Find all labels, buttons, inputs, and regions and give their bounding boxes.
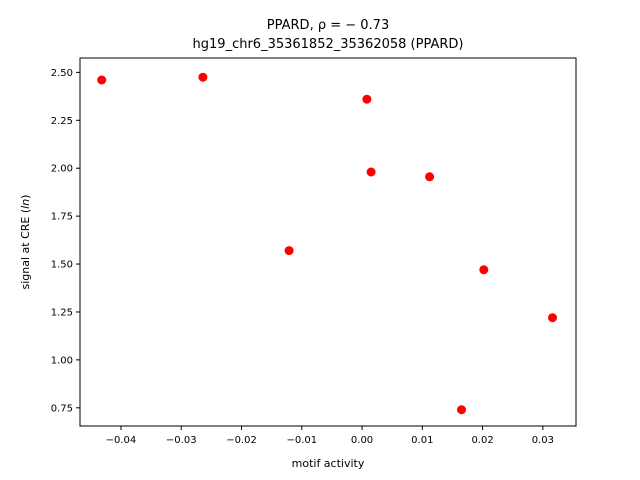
chart-title-line1: PPARD, ρ = − 0.73 xyxy=(267,18,389,33)
plot-frame xyxy=(79,57,577,427)
y-tick-label: 1.00 xyxy=(51,355,73,366)
x-ticks: −0.04 −0.03 −0.02 −0.01 0.00 0.01 0.02 0.03 xyxy=(106,426,554,446)
y-axis-label-pre: signal at CRE ( xyxy=(19,209,32,290)
x-tick-label: 0.03 xyxy=(532,435,554,446)
x-tick-label: 0.00 xyxy=(351,435,373,446)
y-tick-label: 2.50 xyxy=(51,68,73,79)
y-axis-label-post: ) xyxy=(19,195,32,199)
x-tick-label: 0.02 xyxy=(471,435,493,446)
x-axis-label: motif activity xyxy=(292,457,365,470)
data-point xyxy=(198,72,208,82)
x-tick-label: −0.03 xyxy=(166,435,197,446)
data-point xyxy=(284,246,294,256)
y-tick-label: 1.25 xyxy=(51,307,73,318)
data-point xyxy=(479,265,489,275)
data-point xyxy=(97,75,107,85)
data-point xyxy=(548,313,557,323)
data-point xyxy=(457,405,466,415)
y-ticks: 0.75 1.00 1.25 1.50 1.75 2.00 2.25 2.50 xyxy=(51,68,80,414)
y-tick-label: 2.00 xyxy=(51,164,73,175)
data-point xyxy=(366,167,376,177)
chart-title-line2: hg19_chr6_35361852_35362058 (PPARD) xyxy=(193,37,464,52)
y-tick-label: 1.50 xyxy=(51,260,73,271)
x-tick-label: −0.01 xyxy=(286,435,317,446)
marks-layer xyxy=(97,72,557,415)
x-tick-label: −0.04 xyxy=(106,435,137,446)
y-axis-label: signal at CRE (ln) xyxy=(19,195,32,290)
data-point xyxy=(362,94,372,104)
y-tick-label: 0.75 xyxy=(51,403,73,414)
x-tick-label: −0.02 xyxy=(226,435,257,446)
y-tick-label: 1.75 xyxy=(51,212,73,223)
y-tick-label: 2.25 xyxy=(51,116,73,127)
y-axis-label-italic: ln xyxy=(19,199,32,209)
data-point xyxy=(425,172,435,182)
x-tick-label: 0.01 xyxy=(411,435,433,446)
